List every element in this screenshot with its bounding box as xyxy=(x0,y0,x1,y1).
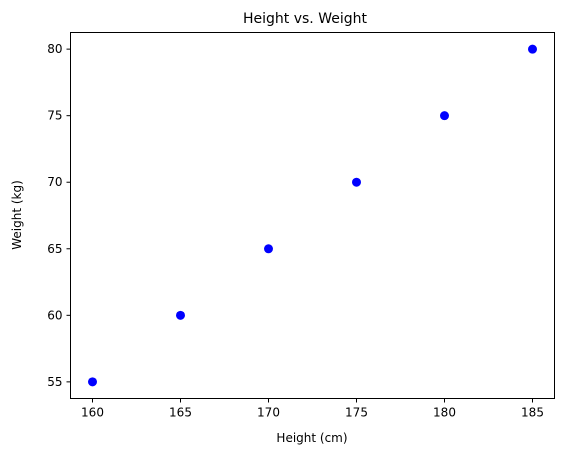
x-axis-label: Height (cm) xyxy=(276,431,347,445)
data-point xyxy=(440,111,449,121)
y-axis-ticks: 55 60 65 70 75 80 xyxy=(47,42,71,389)
x-tick-label: 185 xyxy=(521,406,544,420)
x-tick-label: 175 xyxy=(345,406,368,420)
data-point xyxy=(264,244,273,254)
y-tick-label: 55 xyxy=(47,375,62,389)
data-points xyxy=(88,44,537,387)
chart-title: Height vs. Weight xyxy=(243,11,367,27)
data-point xyxy=(176,310,185,320)
y-tick-label: 80 xyxy=(47,42,62,56)
data-point xyxy=(88,377,97,387)
y-tick-label: 75 xyxy=(47,109,62,123)
y-tick-label: 65 xyxy=(47,242,62,256)
y-axis-label: Weight (kg) xyxy=(10,180,24,250)
x-tick-label: 170 xyxy=(257,406,280,420)
x-tick-label: 165 xyxy=(169,406,192,420)
plot-area-frame xyxy=(70,32,555,399)
x-tick-label: 180 xyxy=(433,406,456,420)
data-point xyxy=(352,177,361,187)
y-tick-label: 70 xyxy=(47,175,62,189)
x-tick-label: 160 xyxy=(81,406,104,420)
data-point xyxy=(528,44,537,54)
y-tick-label: 60 xyxy=(47,308,62,322)
x-axis-ticks: 160 165 170 175 180 185 xyxy=(81,398,544,420)
